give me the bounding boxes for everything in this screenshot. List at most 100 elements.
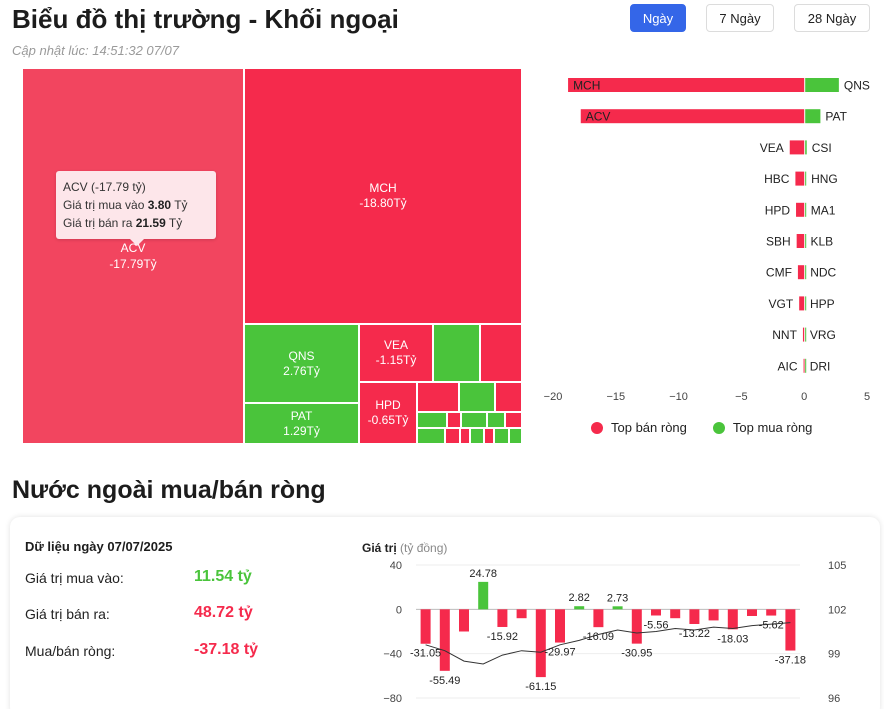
net-bar xyxy=(535,609,546,678)
y2-tick-label: 105 xyxy=(828,560,846,572)
treemap-cell[interactable] xyxy=(480,324,522,382)
treemap-value: 2.76Tỷ xyxy=(283,363,320,378)
net-flow-chart: 40 0 −40 −80 105 102 99 96 -31.05 -55.49 24.78 -15.… xyxy=(383,560,846,705)
treemap-cell-mch[interactable]: MCH -18.80Tỷ xyxy=(244,68,522,324)
buy-bar xyxy=(805,78,839,92)
y2-tick-label: 102 xyxy=(828,604,846,616)
net-bar xyxy=(670,609,681,619)
net-bar xyxy=(555,609,565,643)
treemap-cell-vea[interactable]: VEA -1.15Tỷ xyxy=(359,324,433,382)
treemap-cell[interactable] xyxy=(447,412,461,428)
net-bar xyxy=(785,609,796,651)
buy-bar xyxy=(805,202,807,217)
treemap-cell[interactable] xyxy=(417,382,459,412)
legend-item-sell[interactable]: Top bán ròng xyxy=(591,420,687,435)
treemap-value: -18.80Tỷ xyxy=(359,196,407,210)
bar-value-label: -30.95 xyxy=(621,648,652,660)
y-tick-label: −40 xyxy=(383,649,402,661)
bar-value-label: -29.97 xyxy=(544,647,575,659)
tab-7-days[interactable]: 7 Ngày xyxy=(706,4,774,32)
buy-bar-label: HNG xyxy=(811,172,838,186)
treemap-value: -17.79Tỷ xyxy=(109,257,157,271)
tooltip-sell-unit: Tỷ xyxy=(168,216,183,230)
treemap-cell-acv[interactable]: ACV -17.79Tỷ xyxy=(22,68,244,444)
net-bar xyxy=(766,609,777,616)
buy-bar xyxy=(805,296,807,311)
sell-bar-label: CMF xyxy=(766,266,792,280)
treemap-ticker: VEA xyxy=(383,338,408,352)
bar-value-label: -61.15 xyxy=(525,681,556,693)
tooltip-sell-value: 21.59 xyxy=(135,216,166,230)
update-time: Cập nhật lúc: 14:51:32 07/07 xyxy=(12,43,179,58)
bar-value-label: -5.62 xyxy=(759,620,784,632)
treemap-cell[interactable] xyxy=(461,412,487,428)
sell-bar-label: AIC xyxy=(778,359,798,373)
index-line xyxy=(425,622,791,665)
sell-bar-label: HBC xyxy=(764,172,790,186)
buy-bar xyxy=(805,109,821,124)
treemap-cell-hpd[interactable]: HPD -0.65Tỷ xyxy=(359,382,417,444)
net-value: -37.18 tỷ xyxy=(194,641,259,658)
treemap-ticker: MCH xyxy=(369,181,397,195)
treemap-value: -1.15Tỷ xyxy=(375,353,417,367)
treemap-cell[interactable] xyxy=(484,428,494,444)
sell-bar xyxy=(797,265,805,280)
net-bar xyxy=(747,609,757,616)
buy-bar xyxy=(805,171,807,186)
treemap-value: -0.65Tỷ xyxy=(367,413,409,427)
net-bar xyxy=(708,609,719,621)
sell-bar xyxy=(803,358,805,373)
legend-item-buy[interactable]: Top mua ròng xyxy=(712,420,813,435)
treemap-cell[interactable] xyxy=(495,382,522,412)
y-tick-label: −80 xyxy=(383,693,402,705)
treemap-cell[interactable] xyxy=(433,324,480,382)
treemap-cell[interactable] xyxy=(505,412,522,428)
bar-value-label: -31.05 xyxy=(410,648,441,660)
sell-bar xyxy=(796,202,805,217)
net-bar xyxy=(574,606,585,610)
treemap-cell-qns[interactable]: QNS 2.76Tỷ xyxy=(244,324,359,403)
treemap-cell[interactable] xyxy=(417,412,447,428)
treemap-value: 1.29Tỷ xyxy=(283,423,320,438)
net-bar xyxy=(631,609,642,644)
tooltip-buy-unit: Tỷ xyxy=(174,198,188,212)
y-tick-label: 40 xyxy=(390,560,402,572)
bar-value-label: -5.56 xyxy=(643,619,668,631)
x-tick-label: 5 xyxy=(864,391,870,403)
sell-bar xyxy=(580,109,805,124)
buy-bar xyxy=(805,140,807,155)
x-tick-label: 0 xyxy=(801,391,807,403)
bar-value-label: -55.49 xyxy=(429,675,460,687)
net-bar xyxy=(612,606,623,610)
treemap-ticker: QNS xyxy=(288,348,315,363)
net-bar xyxy=(516,609,527,619)
tab-28-days[interactable]: 28 Ngày xyxy=(794,4,870,32)
bar-value-label: -16.09 xyxy=(583,631,614,643)
treemap-cell[interactable] xyxy=(459,382,495,412)
legend-label-buy: Top mua ròng xyxy=(732,420,813,435)
tooltip-arrow xyxy=(130,239,144,246)
x-tick-label: −20 xyxy=(544,391,563,403)
treemap: ACV -17.79Tỷ MCH -18.80Tỷ QNS 2.76Tỷ PAT… xyxy=(22,68,522,444)
treemap-cell[interactable] xyxy=(470,428,484,444)
treemap-cell[interactable] xyxy=(487,412,505,428)
treemap-cell[interactable] xyxy=(417,428,445,444)
treemap-cell-pat[interactable]: PAT 1.29Tỷ xyxy=(244,403,359,444)
buy-bar-label: MA1 xyxy=(811,203,836,217)
treemap-cell[interactable] xyxy=(460,428,470,444)
buy-bar xyxy=(805,327,807,342)
summary-date: Dữ liệu ngày 07/07/2025 xyxy=(25,539,173,554)
net-bar xyxy=(689,609,700,624)
y2-tick-label: 99 xyxy=(828,649,840,661)
treemap-cell[interactable] xyxy=(445,428,460,444)
net-bar xyxy=(478,581,489,610)
sell-value: 48.72 tỷ xyxy=(194,604,253,621)
treemap-cell[interactable] xyxy=(494,428,509,444)
top-net-chart: MCH QNS ACV PAT VEA CSI HBC HNG HPD MA1 SBH KLB CMF N… xyxy=(544,78,870,403)
treemap-cell[interactable] xyxy=(509,428,522,444)
value-axis-title: Giá trị (tỷ đồng) xyxy=(362,541,447,555)
tab-day[interactable]: Ngày xyxy=(630,4,686,32)
net-bar xyxy=(497,609,508,627)
treemap-ticker: HPD xyxy=(375,398,401,412)
tooltip-buy-value: 3.80 xyxy=(147,198,172,212)
